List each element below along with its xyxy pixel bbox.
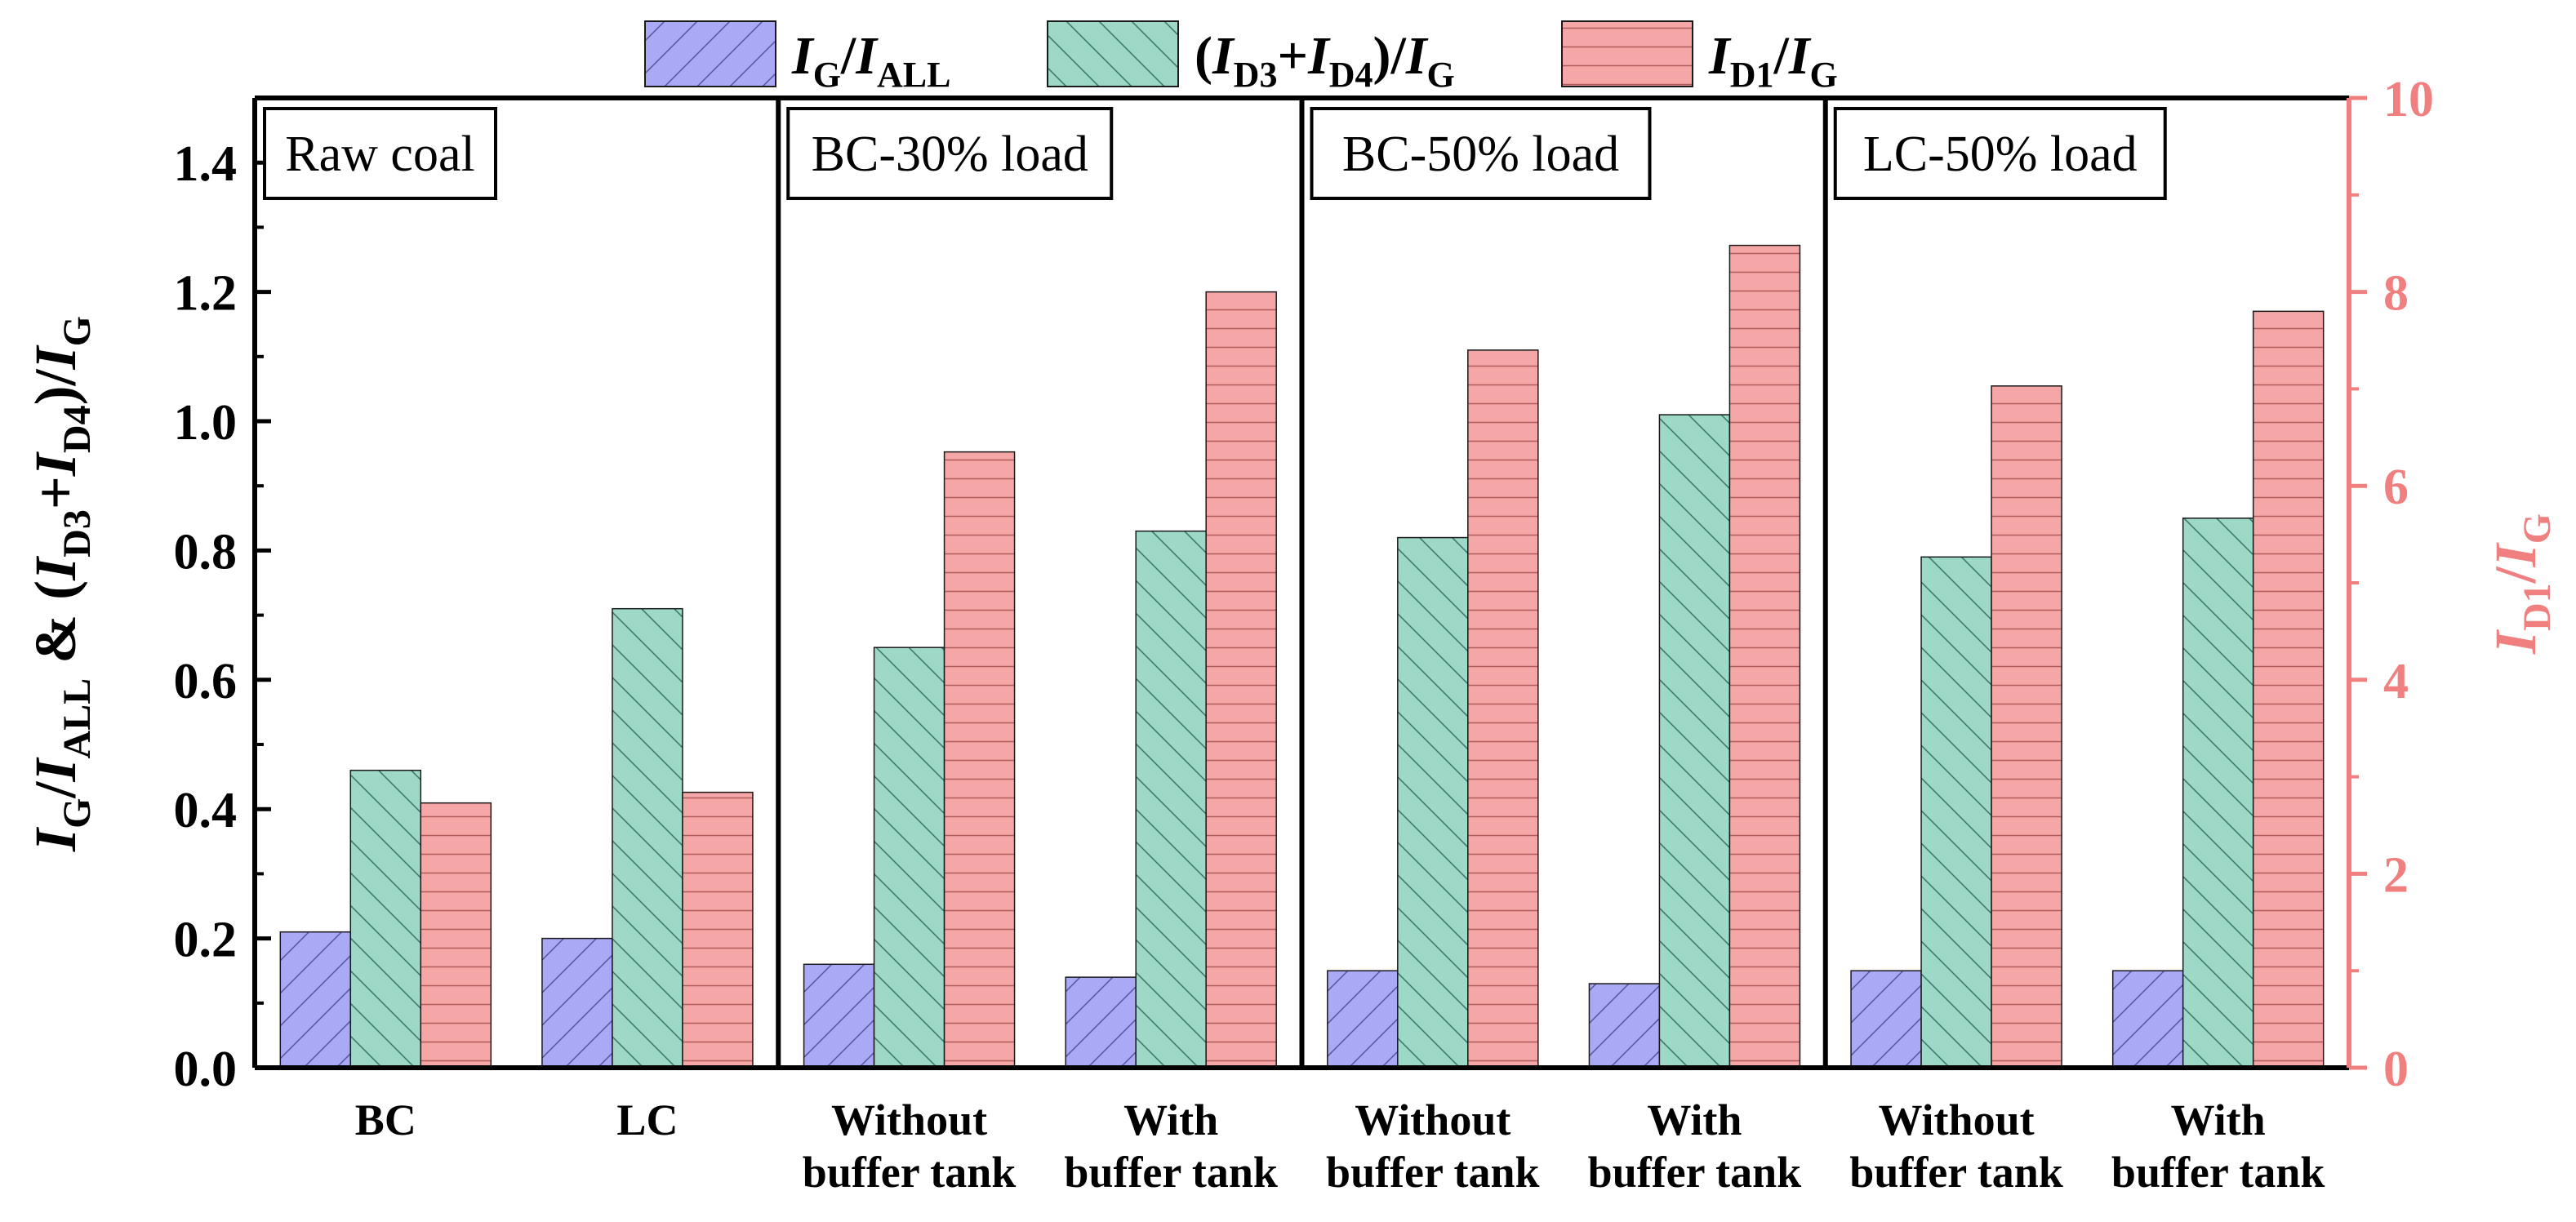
legend-swatch-id3-id4-ig [1047,20,1179,87]
right-tick-label: 10 [2383,72,2434,127]
legend-swatch-id1-ig [1561,20,1693,87]
right-tick-label: 2 [2383,847,2409,903]
left-tick-label: 0.4 [174,783,238,838]
bar-id1-ig-4 [1467,349,1539,1069]
x-tick-label: With buffer tank [1064,1095,1278,1197]
bar-id1-ig-5 [1728,244,1801,1069]
legend-swatch-ig-iall [644,20,776,87]
x-tick-label: Without buffer tank [1849,1095,2063,1197]
left-tick-label: 1.2 [174,266,238,322]
bar-ig-iall-3 [1065,976,1137,1069]
bar-id3-id4-ig-5 [1658,414,1731,1069]
group-label-box [786,107,1114,200]
left-tick-label: 0.0 [174,1042,238,1097]
right-tick-label: 6 [2383,460,2409,515]
group-label-box [1310,107,1652,200]
bar-id3-id4-ig-0 [349,769,422,1069]
y-axis-label-right: ID1/IG [2483,513,2559,655]
bar-ig-iall-1 [541,937,613,1069]
x-tick-label: Without buffer tank [803,1095,1017,1197]
x-tick-label: BC [355,1095,416,1144]
legend-label-ig-iall: IG/IALL [791,26,950,95]
bar-id3-id4-ig-1 [612,607,683,1069]
y-axis-label-left: IG/IALL & (ID3+ID4)/IG [23,316,99,852]
bar-id3-id4-ig-7 [2182,518,2254,1069]
group-label: LC-50% load [1863,127,2138,182]
x-tick-label: With buffer tank [1588,1095,1802,1197]
right-tick-label: 8 [2383,266,2409,322]
bar-ig-iall-2 [803,963,875,1069]
plot-area: 0.0 0.2 0.4 0.6 0.8 1.0 1.2 1.4 0 2 4 6 8 10 BC LC Witho… [23,72,2559,1197]
bar-id1-ig-3 [1205,291,1277,1069]
bar-id1-ig-1 [682,791,754,1069]
bar-id1-ig-2 [943,451,1016,1069]
right-tick-label: 4 [2383,654,2409,709]
group-label: BC-30% load [812,127,1088,182]
bar-id3-id4-ig-2 [873,647,945,1069]
left-tick-label: 0.2 [174,913,238,968]
group-label-box [263,107,497,200]
group-label: BC-50% load [1342,127,1619,182]
bar-ig-iall-0 [279,931,352,1069]
x-tick-label: With buffer tank [2111,1095,2325,1197]
bar-ig-iall-5 [1588,983,1661,1069]
bar-ig-iall-7 [2111,970,2184,1069]
left-tick-label: 1.4 [174,136,238,192]
left-tick-label: 1.0 [174,395,238,451]
bar-id1-ig-6 [1991,385,2062,1069]
left-tick-label: 0.8 [174,524,238,580]
group-label: Raw coal [285,127,474,182]
bar-id3-id4-ig-6 [1920,556,1992,1069]
x-tick-label: LC [616,1095,678,1144]
left-tick-label: 0.6 [174,654,238,709]
legend-label-id3-id4-ig: (ID3+ID4)/IG [1195,26,1455,95]
bar-id1-ig-7 [2252,310,2325,1069]
bar-ig-iall-4 [1327,970,1399,1069]
legend: IG/IALL (ID3+ID4)/IG ID1/IG [644,20,1838,95]
bar-id3-id4-ig-3 [1135,530,1207,1069]
bar-ig-iall-6 [1850,970,1922,1069]
bar-id1-ig-0 [420,802,492,1069]
group-label-box [1833,107,2167,200]
bar-id3-id4-ig-4 [1397,536,1469,1069]
right-tick-label: 0 [2383,1042,2409,1097]
x-tick-label: Without buffer tank [1326,1095,1540,1197]
legend-label-id1-ig: ID1/IG [1708,26,1838,95]
